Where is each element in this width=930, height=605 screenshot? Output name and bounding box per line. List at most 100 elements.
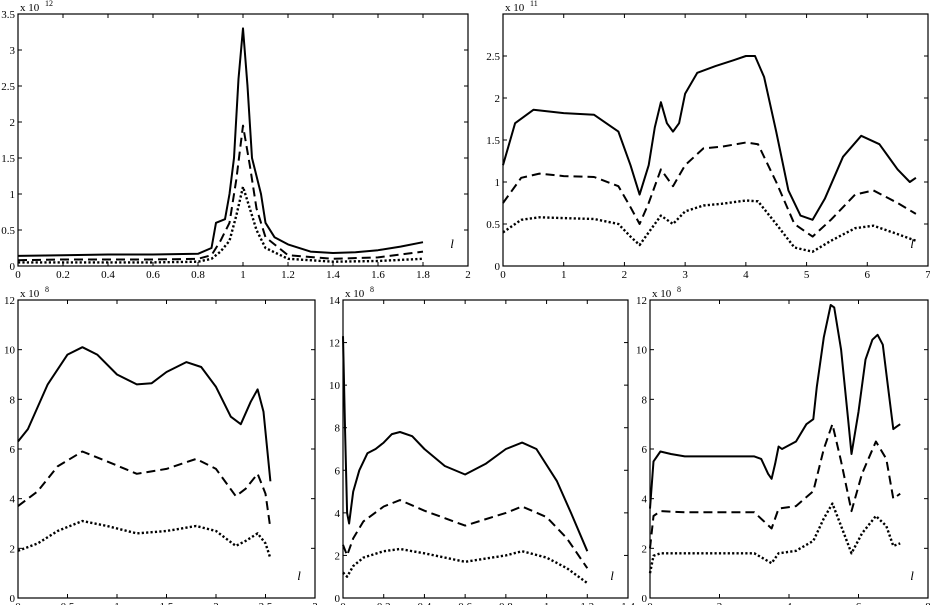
x-tick-label: 0 (15, 269, 21, 281)
axis-multiplier: x 10 (345, 288, 365, 300)
x-tick-label: 1 (240, 269, 246, 281)
y-tick-label: 4 (335, 508, 341, 520)
axes-frame (649, 299, 929, 599)
series-dashed-line (342, 499, 589, 569)
y-tick-label: 10 (4, 345, 16, 357)
x-tick-label: 0.8 (499, 601, 513, 605)
x-tick-label: 0.6 (458, 601, 472, 605)
x-tick-label: 3 (682, 269, 688, 281)
x-tick-label: 7 (925, 269, 930, 281)
y-tick-label: 0.5 (1, 225, 15, 237)
chart-bottom-right: 0 2 4 6 8 0 2 4 6 8 10 12 x 10 8 l (636, 285, 930, 605)
x-tick-label: 1.8 (416, 269, 430, 281)
y-tick-label: 0 (495, 261, 501, 273)
y-tick-label: 0 (10, 261, 16, 273)
x-tick-label: 6 (856, 601, 862, 605)
y-tick-label: 0 (335, 593, 341, 605)
x-tick-label: 2 (717, 601, 723, 605)
series-solid-line (649, 304, 901, 509)
y-tick-label: 2 (495, 93, 501, 105)
series-dashed-line (17, 124, 424, 262)
x-axis-label: l (610, 568, 614, 583)
x-tick-label: 1.5 (160, 601, 174, 605)
x-tick-label: 1.4 (621, 601, 635, 605)
x-tick-label: 0.4 (101, 269, 115, 281)
x-tick-label: 2 (465, 269, 471, 281)
y-tick-label: 2 (10, 543, 16, 555)
x-tick-label: 0.8 (191, 269, 205, 281)
y-tick-label: 2 (335, 550, 341, 562)
series-dotted-line (648, 502, 901, 574)
y-tick-label: 0.5 (486, 219, 500, 231)
y-tick-label: 10 (636, 345, 648, 357)
x-axis-label: l (450, 236, 454, 251)
axes-frame (342, 299, 629, 599)
chart-top-left: 0 0.2 0.4 0.6 0.8 1 1.2 1.4 1.6 1.8 2 0 0.5 1 1.5 2 2.5 3… (1, 0, 471, 281)
x-tick-label: 0 (500, 269, 506, 281)
y-tick-label: 4 (642, 494, 648, 506)
y-tick-label: 1.5 (1, 153, 15, 165)
x-tick-label: 1.4 (326, 269, 340, 281)
y-tick-label: 2 (642, 543, 648, 555)
x-tick-label: 1 (114, 601, 120, 605)
x-tick-label: 0.2 (377, 601, 391, 605)
y-tick-label: 3.5 (1, 9, 15, 21)
x-axis-label: l (910, 568, 914, 583)
y-tick-label: 2.5 (486, 51, 500, 63)
x-tick-label: 8 (925, 601, 930, 605)
x-tick-label: 2 (622, 269, 628, 281)
y-tick-label: 14 (329, 295, 341, 307)
series-dashed-line (502, 141, 917, 238)
y-tick-label: 1.5 (486, 135, 500, 147)
x-tick-label: 1 (544, 601, 550, 605)
chart-bottom-left: 0 0.5 1 1.5 2 2.5 3 0 2 4 6 8 10 12 x 10 8 l (4, 285, 318, 605)
chart-top-right: 0 1 2 3 4 5 6 7 0 0.5 1 1.5 2 2.5 x 10 11 l (486, 0, 930, 281)
y-tick-label: 1 (10, 189, 16, 201)
axes-frame (17, 13, 469, 267)
y-tick-label: 6 (10, 444, 16, 456)
x-tick-label: 1.2 (281, 269, 295, 281)
y-tick-label: 12 (636, 295, 647, 307)
y-tick-label: 12 (329, 338, 340, 350)
x-tick-label: 0 (340, 601, 346, 605)
axis-multiplier: x 10 (20, 288, 40, 300)
series-solid-line (17, 27, 424, 257)
axis-multiplier: x 10 (652, 288, 672, 300)
series-dashed-line (17, 450, 272, 529)
y-tick-label: 0 (10, 593, 16, 605)
axis-multiplier-exponent: 8 (370, 285, 374, 294)
y-tick-label: 8 (335, 423, 341, 435)
chart-bottom-middle: 0 0.2 0.4 0.6 0.8 1 1.2 1.4 0 2 4 6 8 10 12 14 x 10 8 l (329, 285, 635, 605)
x-tick-label: 3 (312, 601, 318, 605)
axis-multiplier: x 10 (505, 2, 525, 14)
axis-multiplier-exponent: 8 (45, 285, 49, 294)
x-tick-label: 0.2 (56, 269, 70, 281)
series-dotted-line (17, 519, 272, 559)
axis-multiplier-exponent: 11 (530, 0, 538, 8)
series-solid-line (342, 336, 589, 552)
y-tick-label: 6 (335, 465, 341, 477)
x-tick-label: 5 (804, 269, 810, 281)
x-tick-label: 1.6 (371, 269, 385, 281)
axes-frame (17, 299, 316, 599)
y-tick-label: 1 (495, 177, 501, 189)
x-tick-label: 0 (647, 601, 653, 605)
series-dotted-line (502, 199, 917, 253)
x-tick-label: 0.5 (61, 601, 75, 605)
series-dotted-line (342, 547, 589, 585)
x-tick-label: 6 (865, 269, 871, 281)
y-tick-label: 8 (642, 394, 648, 406)
x-tick-label: 0.6 (146, 269, 160, 281)
y-tick-label: 8 (10, 394, 16, 406)
x-tick-label: 1.2 (580, 601, 594, 605)
series-dashed-line (649, 423, 901, 549)
y-tick-label: 12 (4, 295, 15, 307)
x-axis-label: l (910, 236, 914, 251)
y-tick-label: 2 (10, 117, 16, 129)
x-axis-label: l (297, 568, 301, 583)
y-tick-label: 2.5 (1, 81, 15, 93)
series-solid-line (17, 346, 272, 482)
x-tick-label: 4 (743, 269, 749, 281)
x-tick-label: 0.4 (418, 601, 432, 605)
